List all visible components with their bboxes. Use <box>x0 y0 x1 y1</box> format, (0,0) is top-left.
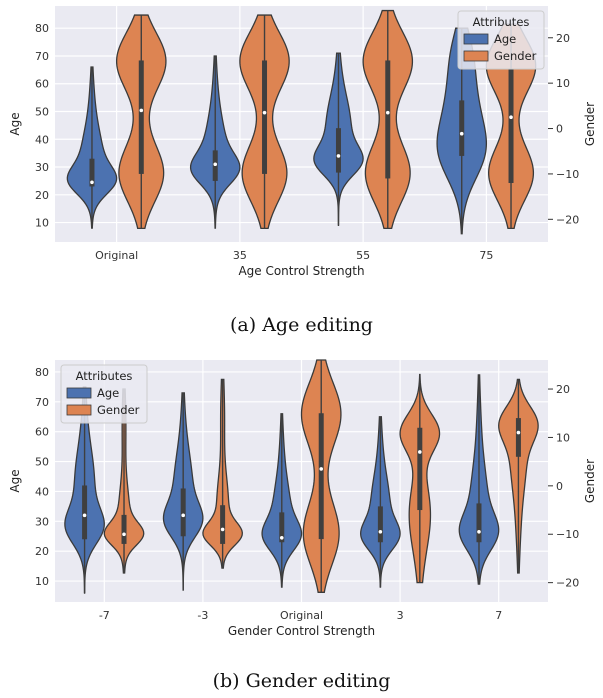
y-right-tick-label: 10 <box>556 431 570 444</box>
caption-gender-editing: (b) Gender editing <box>212 670 391 692</box>
violin-gender-3-iqr <box>220 505 226 544</box>
y-tick-label: 40 <box>35 133 49 146</box>
violin-gender-3-median <box>220 527 225 532</box>
y-axis-label: Age <box>8 112 22 135</box>
violin-age-original-median <box>279 535 284 540</box>
y-tick-label: 70 <box>35 396 49 409</box>
legend-entry-age: Age <box>97 386 119 400</box>
x-tick-label: 35 <box>233 249 247 262</box>
y-tick-label: 70 <box>35 50 49 63</box>
violin-age-7-iqr <box>476 503 482 543</box>
y-tick-label: 30 <box>35 515 49 528</box>
legend-swatch-gender <box>66 404 92 416</box>
y-tick-label: 50 <box>35 456 49 469</box>
x-tick-label: Original <box>280 609 323 622</box>
violin-age-7-median <box>82 513 87 518</box>
caption-age-editing: (a) Age editing <box>230 314 373 336</box>
violin-age-3-median <box>378 529 383 534</box>
violin-gender-original-median <box>139 108 144 113</box>
y-right-axis-label: Gender <box>583 459 597 503</box>
y-right-tick-label: −10 <box>556 168 579 181</box>
x-tick-label: -7 <box>99 609 110 622</box>
violin-age-original-median <box>90 180 94 185</box>
violin-age-55-median <box>336 154 341 158</box>
violin-age-75-median <box>459 131 464 136</box>
legend-swatch-age <box>463 33 489 45</box>
y-tick-label: 20 <box>35 545 49 558</box>
legend-entry-gender: Gender <box>97 403 140 417</box>
violin-gender-original-iqr <box>318 413 324 540</box>
violin-gender-75-iqr <box>508 69 514 183</box>
violin-age-original-iqr <box>89 158 95 187</box>
violin-age-7-median <box>477 529 481 534</box>
legend-swatch-age <box>66 387 92 399</box>
y-tick-label: 80 <box>35 22 49 35</box>
legend-title: Attributes <box>473 15 530 29</box>
x-axis-label: Age Control Strength <box>238 264 364 278</box>
y-axis-label: Age <box>8 469 22 492</box>
violin-gender-55-median <box>385 110 390 115</box>
x-tick-label: 75 <box>479 249 493 262</box>
violin-age-original-iqr <box>279 512 285 543</box>
y-right-tick-label: 10 <box>556 77 570 90</box>
violin-gender-7-iqr <box>121 514 127 544</box>
x-tick-label: Original <box>95 249 138 262</box>
x-tick-label: 7 <box>495 609 502 622</box>
y-right-tick-label: 0 <box>556 123 563 136</box>
violin-gender-55-iqr <box>385 60 391 179</box>
y-tick-label: 50 <box>35 106 49 119</box>
violin-age-55-iqr <box>335 128 341 173</box>
y-tick-label: 60 <box>35 78 49 91</box>
violin-age-3-median <box>181 513 185 518</box>
y-tick-label: 80 <box>35 366 49 379</box>
y-tick-label: 30 <box>35 161 49 174</box>
violin-gender-3-iqr <box>417 427 423 511</box>
y-right-tick-label: 20 <box>556 32 570 45</box>
violin-age-3-iqr <box>377 506 383 543</box>
violin-age-3-iqr <box>180 488 186 537</box>
x-axis-label: Gender Control Strength <box>228 624 375 638</box>
x-tick-label: -3 <box>197 609 208 622</box>
age-editing-chart: 10 20 30 40 50 60 70 80 −20 −10 0 10 20 Original 35 55 7… <box>8 6 597 278</box>
violin-gender-7-iqr <box>515 418 521 457</box>
y-tick-label: 20 <box>35 189 49 202</box>
legend-entry-age: Age <box>494 32 516 46</box>
x-tick-label: 3 <box>397 609 404 622</box>
y-right-tick-label: 0 <box>556 480 563 493</box>
legend-swatch-gender <box>463 50 489 62</box>
gender-editing-chart: 10 20 30 40 50 60 70 80 −20 −10 0 10 20 -7 -3 Original 3… <box>8 359 597 638</box>
y-right-tick-label: −20 <box>556 213 579 226</box>
violin-gender-3-median <box>418 450 422 454</box>
violin-gender-35-median <box>262 110 267 115</box>
y-tick-label: 60 <box>35 426 49 439</box>
violin-gender-75-median <box>509 115 513 119</box>
y-right-axis-label: Gender <box>583 102 597 146</box>
y-tick-label: 10 <box>35 575 49 588</box>
legend-entry-gender: Gender <box>494 49 537 63</box>
violin-gender-7-median <box>516 430 521 435</box>
x-tick-label: 55 <box>356 249 370 262</box>
violin-gender-35-iqr <box>262 60 268 174</box>
y-right-tick-label: −10 <box>556 528 579 541</box>
violin-gender-7-median <box>122 532 126 537</box>
violin-gender-original-iqr <box>138 60 144 174</box>
violin-age-7-iqr <box>82 485 88 540</box>
legend-title: Attributes <box>76 369 133 383</box>
violin-age-75-iqr <box>459 100 465 156</box>
y-right-tick-label: −20 <box>556 577 579 590</box>
y-tick-label: 10 <box>35 217 49 230</box>
y-tick-label: 40 <box>35 485 49 498</box>
violin-age-35-median <box>213 162 218 167</box>
violin-gender-original-median <box>319 467 324 471</box>
y-right-tick-label: 20 <box>556 383 570 396</box>
